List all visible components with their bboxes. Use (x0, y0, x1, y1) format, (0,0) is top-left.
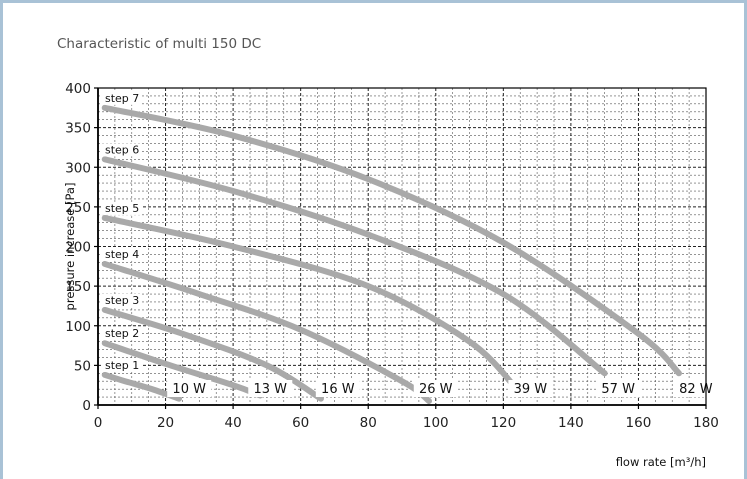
step-label-bg (102, 293, 142, 307)
y-tick-label: 400 (65, 81, 91, 97)
x-tick-label: 100 (423, 415, 449, 431)
curve-step-4 (101, 260, 433, 405)
y-tick-label: 100 (65, 319, 91, 335)
y-tick-label: 250 (65, 200, 91, 216)
x-tick-label: 0 (94, 415, 103, 431)
x-tick-labels: 0 20 40 60 80 100 120 140 160 180 (94, 405, 719, 431)
x-tick-label: 140 (558, 415, 584, 431)
power-label-bg (413, 380, 458, 397)
y-tick-label: 0 (82, 398, 91, 414)
step-label-bg (102, 327, 142, 341)
curve-step-7 (101, 104, 682, 377)
x-tick-label: 160 (626, 415, 652, 431)
power-label: 10 W (172, 382, 206, 397)
chart-title: Characteristic of multi 150 DC (57, 36, 262, 52)
x-tick-label: 20 (157, 415, 174, 431)
step-label-bg (102, 143, 142, 157)
x-tick-label: 120 (490, 415, 516, 431)
y-tick-label: 300 (65, 160, 91, 176)
y-axis-label: pressure increase [Pa] (63, 183, 77, 311)
curve-step-5 (101, 214, 520, 393)
y-tick-label: 200 (65, 240, 91, 256)
x-tick-label: 180 (693, 415, 719, 431)
power-label-bg (508, 380, 553, 397)
step-label: step 3 (105, 294, 139, 307)
power-label: 82 W (679, 382, 713, 397)
power-label-bg (248, 380, 293, 397)
y-tick-label: 50 (74, 358, 91, 374)
power-labels: 10 W 13 W 16 W 26 W 39 W 57 W 82 W (167, 380, 718, 397)
step-label-bg (102, 247, 142, 261)
curve-step-3 (101, 306, 324, 402)
power-label: 13 W (254, 382, 288, 397)
step-label: step 1 (105, 359, 139, 372)
step-label: step 5 (105, 202, 139, 215)
curve-step-6 (101, 156, 608, 377)
power-label: 16 W (321, 382, 355, 397)
power-label-bg (315, 380, 360, 397)
power-label: 26 W (419, 382, 453, 397)
x-tick-label: 80 (360, 415, 377, 431)
power-label-bg (167, 380, 212, 397)
y-tick-label: 350 (65, 121, 91, 137)
step-label: step 7 (105, 92, 139, 105)
major-grid (98, 88, 706, 405)
power-label-bg (596, 380, 641, 397)
step-label: step 2 (105, 327, 139, 340)
power-label: 57 W (601, 382, 635, 397)
x-tick-label: 60 (292, 415, 309, 431)
x-tick-label: 40 (225, 415, 242, 431)
y-tick-label: 150 (65, 279, 91, 295)
y-tick-labels: 0 50 100 150 200 250 300 350 400 (65, 81, 98, 414)
x-axis-label: flow rate [m³/h] (616, 455, 706, 469)
step-label: step 6 (105, 143, 139, 156)
step-label: step 4 (105, 248, 139, 261)
step-label-bg (102, 358, 142, 372)
power-label: 39 W (514, 382, 548, 397)
step-label-bg (102, 91, 142, 105)
power-label-bg (673, 380, 718, 397)
step-label-bg (102, 201, 142, 215)
curves (101, 104, 682, 405)
step-labels: step 1 step 2 step 3 step 4 step 5 step 6 step… (102, 91, 142, 372)
